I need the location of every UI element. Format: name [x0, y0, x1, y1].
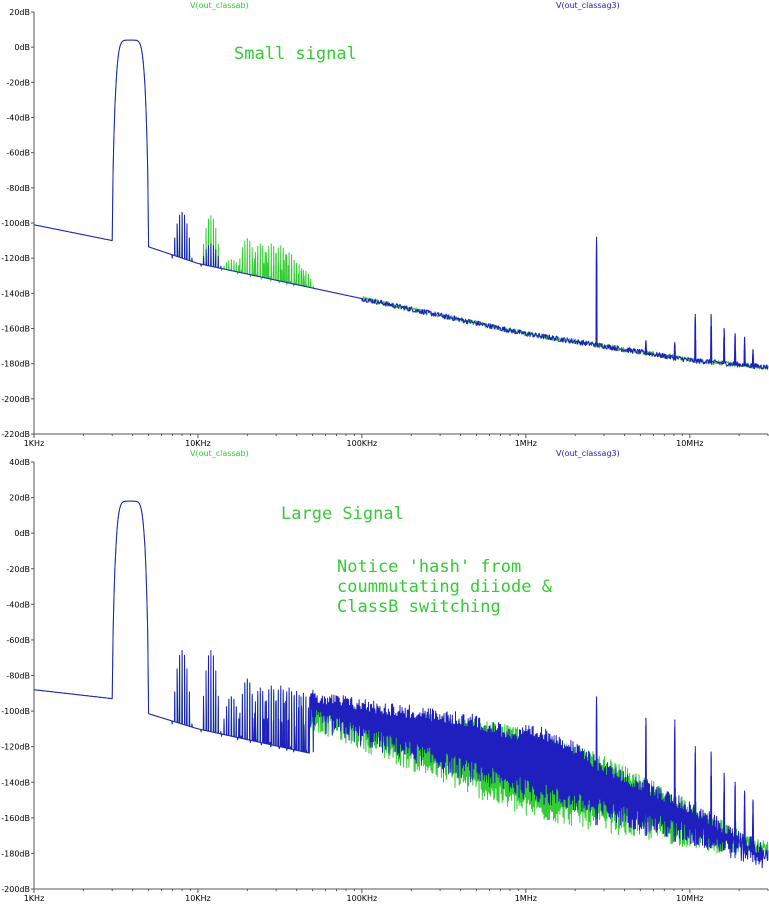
x-tick-label: 10MHz	[676, 439, 703, 448]
spike-point	[302, 269, 304, 271]
y-tick-label: -20dB	[6, 78, 30, 87]
spike-point	[674, 719, 676, 721]
chart-panel-top: 20dB 0dB -20dB -40dB -60dB -80dB -100dB -120dB -…	[1, 1, 769, 448]
y-tick-label: -120dB	[1, 743, 30, 752]
spike-point	[734, 781, 736, 783]
y-tick-label: 20dB	[9, 8, 30, 17]
spike-point	[302, 692, 304, 694]
series-line-classag3	[33, 39, 769, 370]
annotation-hash-note: Notice 'hash' from coummutating diiode &…	[337, 557, 552, 617]
y-tick-label: -100dB	[1, 707, 30, 716]
series-label: V(out_classab)	[190, 1, 249, 10]
y-tick-label: -140dB	[1, 778, 30, 787]
y-tick-label: 40dB	[9, 458, 30, 467]
y-tick-label: -40dB	[6, 114, 30, 123]
x-tick-label: 100KHz	[347, 439, 378, 448]
spike-point	[723, 772, 725, 774]
y-tick-label: -40dB	[6, 600, 30, 609]
spike-point	[259, 687, 261, 689]
series-label: V(out_classab)	[190, 449, 249, 458]
y-tick-label: -180dB	[1, 849, 30, 858]
spike-point	[181, 650, 183, 652]
y-tick-label: -160dB	[1, 814, 30, 823]
x-tick-label: 1KHz	[24, 439, 45, 448]
spike-point	[694, 313, 696, 315]
spike-point	[270, 243, 272, 245]
spike-point	[596, 696, 598, 698]
spike-point	[645, 340, 647, 342]
spike-point	[710, 751, 712, 753]
spike-point	[752, 799, 754, 801]
spike-point	[645, 717, 647, 719]
spike-point	[259, 243, 261, 245]
x-tick-label: 10KHz	[185, 439, 211, 448]
spike-point	[596, 236, 598, 238]
spike-point	[734, 333, 736, 335]
spike-point	[181, 211, 183, 213]
x-tick-label: 1MHz	[515, 894, 537, 903]
spike-point	[210, 650, 212, 652]
y-tick-label: 20dB	[9, 494, 30, 503]
y-tick-label: -20dB	[6, 565, 30, 574]
y-tick-label: -60dB	[6, 636, 30, 645]
x-tick-label: 100KHz	[347, 894, 378, 903]
x-tick-label: 1KHz	[24, 894, 45, 903]
spike-point	[710, 313, 712, 315]
y-tick-label: -140dB	[1, 289, 30, 298]
spike-point	[674, 342, 676, 344]
y-tick-label: -200dB	[1, 885, 30, 894]
x-tick-label: 1MHz	[515, 439, 537, 448]
y-tick-label: -60dB	[6, 149, 30, 158]
spike-point	[246, 678, 248, 680]
y-tick-label: -160dB	[1, 325, 30, 334]
y-tick-label: -220dB	[1, 430, 30, 439]
spike-point	[288, 252, 290, 254]
series-label: V(out_classag3)	[556, 1, 620, 10]
spike-point	[280, 245, 282, 247]
spike-point	[752, 349, 754, 351]
y-tick-label: 0dB	[14, 43, 30, 52]
spike-point	[210, 215, 212, 217]
spike-point	[230, 259, 232, 261]
spike-point	[296, 691, 298, 693]
spike-point	[744, 790, 746, 792]
spike-point	[296, 262, 298, 264]
spike-point	[230, 696, 232, 698]
spike-point	[694, 746, 696, 748]
x-tick-label: 10MHz	[676, 894, 703, 903]
spike-point	[744, 336, 746, 338]
y-tick-label: -180dB	[1, 360, 30, 369]
spike-point	[210, 243, 212, 245]
y-tick-label: -100dB	[1, 219, 30, 228]
spike-point	[723, 328, 725, 329]
spike-point	[280, 685, 282, 687]
spike-point	[270, 685, 272, 687]
series-label: V(out_classag3)	[556, 449, 620, 458]
y-tick-label: -200dB	[1, 395, 30, 404]
series-line-classag3	[33, 500, 769, 869]
y-tick-label: -80dB	[6, 184, 30, 193]
y-tick-label: -80dB	[6, 672, 30, 681]
annotation-small-signal: Small signal	[234, 44, 357, 64]
y-tick-label: 0dB	[14, 529, 30, 538]
y-tick-label: -120dB	[1, 254, 30, 263]
spike-point	[288, 687, 290, 689]
chart-panel-bottom: 40dB 20dB 0dB -20dB -40dB -60dB -80dB -100dB -12…	[1, 449, 769, 903]
annotation-large-signal: Large Signal	[281, 504, 404, 524]
spike-point	[246, 238, 248, 240]
x-tick-label: 10KHz	[185, 894, 211, 903]
series-line-classab	[33, 39, 769, 370]
